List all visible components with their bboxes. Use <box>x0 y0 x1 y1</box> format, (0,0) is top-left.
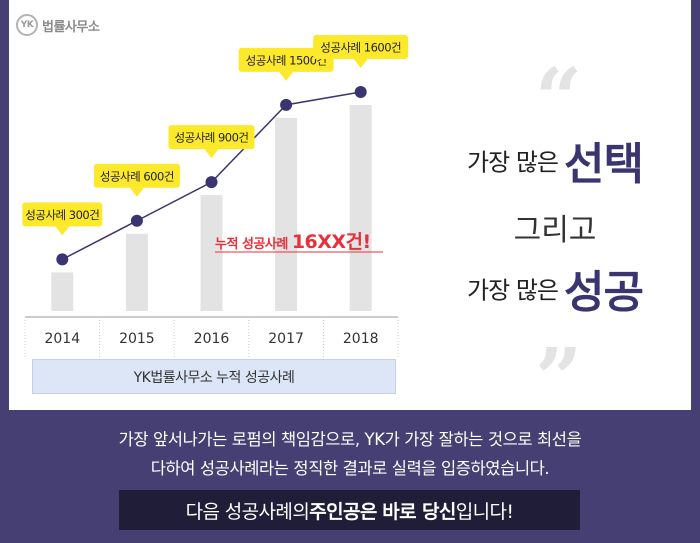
bar-2017 <box>275 117 298 311</box>
data-label-box-2014 <box>22 202 103 227</box>
logo-mark: YK <box>16 14 38 36</box>
bar-2015 <box>125 233 148 311</box>
slogan-line-1: 가장 많은 선택 <box>420 128 690 192</box>
data-label-pointer <box>129 187 144 197</box>
data-label-2014: 성공사례 300건 <box>25 208 99 222</box>
close-quote-icon: ” <box>535 331 583 427</box>
point-2014 <box>56 253 69 266</box>
data-label-2018: 성공사례 1600건 <box>320 41 401 55</box>
tick-label-2018: 2018 <box>343 331 379 347</box>
slogan-line-3: 가장 많은 성공 <box>420 256 690 320</box>
slogan-line-1-big: 선택 <box>563 139 644 190</box>
tick-label-2017: 2017 <box>268 331 304 347</box>
cta-bold-2: 바로 당신 <box>382 500 456 523</box>
data-label-box-2015 <box>93 163 180 188</box>
data-label-box-2016 <box>168 125 255 150</box>
slogan-line-3-big: 성공 <box>563 267 644 318</box>
data-label-2017: 성공사례 1500건 <box>246 53 327 67</box>
data-label-box-2017 <box>238 47 334 72</box>
bar-2018 <box>349 105 372 311</box>
logo-name: 법률사무소 <box>42 19 100 35</box>
slogan-line-3-small: 가장 많은 <box>467 276 559 305</box>
cta-pre: 다음 성공사례의 <box>185 500 310 523</box>
cta-post: 입니다! <box>455 500 514 523</box>
chart-caption: YK법률사무소 누적 성공사례 <box>32 359 396 394</box>
data-label-pointer <box>279 71 294 81</box>
point-2015 <box>130 214 143 227</box>
bar-2014 <box>51 272 74 311</box>
point-2016 <box>205 176 218 189</box>
right-border <box>691 0 700 543</box>
bottom-line-1: 가장 앞서나가는 로펌의 책임감으로, YK가 가장 잘하는 것으로 최선을 <box>118 430 582 449</box>
tick-label-2014: 2014 <box>44 331 80 347</box>
data-label-pointer <box>204 149 219 159</box>
data-label-box-2018 <box>313 35 409 59</box>
tick-label-2016: 2016 <box>194 331 230 347</box>
cumulative-success-chart: 2014 2015 2016 2017 2018 성공사례 300건 성공사례 600건 성공… <box>22 35 409 359</box>
cta-bold-1: 주인공은 <box>309 500 377 523</box>
data-label-pointer <box>55 226 70 236</box>
logo: YK 법률사무소 <box>16 14 100 36</box>
tick-label-2015: 2015 <box>119 331 155 347</box>
slogan-line-1-small: 가장 많은 <box>467 148 559 177</box>
point-2018 <box>354 86 367 98</box>
cumulative-annotation: 누적 성공사례 16XX건! <box>215 231 371 253</box>
point-2017 <box>280 98 293 111</box>
data-label-2015: 성공사례 600건 <box>100 169 174 183</box>
slogan-line-2: 그리고 <box>513 213 597 248</box>
annotation-highlight: 16XX건! <box>292 231 371 253</box>
annotation-prefix: 누적 성공사례 <box>215 236 292 252</box>
open-quote-icon: “ <box>535 51 583 147</box>
data-label-pointer <box>353 59 368 68</box>
bottom-line-2: 다하여 성공사례라는 정직한 결과로 실력을 입증하였습니다. <box>150 459 550 478</box>
data-label-2016: 성공사례 900건 <box>174 131 248 145</box>
bottom-description: 가장 앞서나가는 로펌의 책임감으로, YK가 가장 잘하는 것으로 최선을 다… <box>20 425 680 483</box>
bar-2016 <box>200 195 223 311</box>
left-border <box>0 0 9 543</box>
cta-banner: 다음 성공사례의 주인공은 바로 당신 입니다! <box>119 490 580 530</box>
